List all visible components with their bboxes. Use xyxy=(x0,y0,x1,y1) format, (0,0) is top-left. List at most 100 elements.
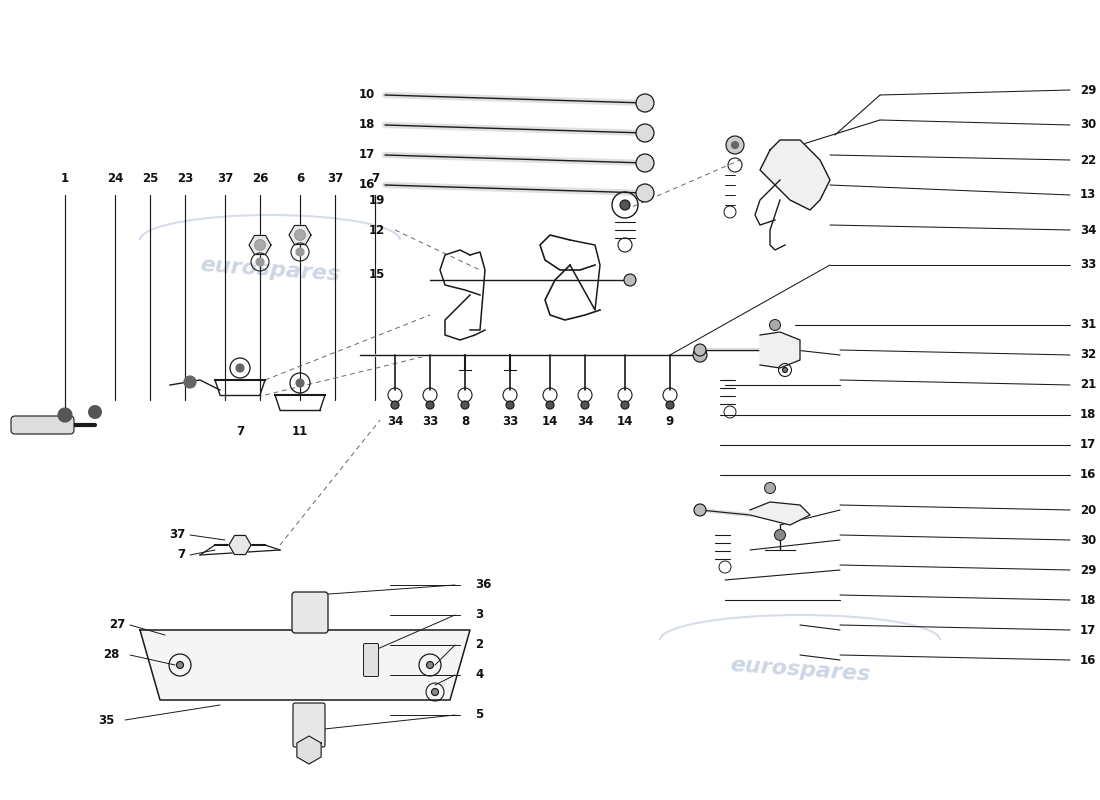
Circle shape xyxy=(296,379,304,387)
Circle shape xyxy=(636,184,654,202)
Circle shape xyxy=(506,401,514,409)
Text: 29: 29 xyxy=(1080,563,1097,577)
Circle shape xyxy=(295,230,306,241)
Circle shape xyxy=(693,348,707,362)
Text: 31: 31 xyxy=(1080,318,1097,331)
Text: eurospares: eurospares xyxy=(729,655,871,685)
Circle shape xyxy=(427,662,433,669)
Text: 2: 2 xyxy=(475,638,483,651)
Polygon shape xyxy=(750,502,810,525)
Circle shape xyxy=(666,401,674,409)
Text: 18: 18 xyxy=(1080,409,1097,422)
Text: 1: 1 xyxy=(60,172,69,185)
Text: 15: 15 xyxy=(368,269,385,282)
Polygon shape xyxy=(249,235,271,254)
Text: 28: 28 xyxy=(103,649,120,662)
Circle shape xyxy=(296,248,304,256)
Text: 10: 10 xyxy=(359,89,375,102)
Text: 14: 14 xyxy=(542,415,558,428)
Text: 18: 18 xyxy=(359,118,375,131)
Circle shape xyxy=(636,94,654,112)
Text: 6: 6 xyxy=(296,172,304,185)
FancyBboxPatch shape xyxy=(293,703,324,747)
Circle shape xyxy=(782,367,788,373)
Text: 13: 13 xyxy=(1080,189,1097,202)
Circle shape xyxy=(694,344,706,356)
Circle shape xyxy=(431,689,439,695)
Circle shape xyxy=(726,136,744,154)
Circle shape xyxy=(390,401,399,409)
Circle shape xyxy=(426,401,434,409)
Text: 5: 5 xyxy=(475,709,483,722)
Text: 16: 16 xyxy=(1080,654,1097,666)
Text: 37: 37 xyxy=(168,529,185,542)
Text: 17: 17 xyxy=(1080,438,1097,451)
Text: 16: 16 xyxy=(359,178,375,191)
Circle shape xyxy=(636,124,654,142)
Text: 36: 36 xyxy=(475,578,492,591)
Text: 7: 7 xyxy=(177,549,185,562)
Text: 19: 19 xyxy=(368,194,385,206)
Text: 4: 4 xyxy=(475,669,483,682)
Text: 7: 7 xyxy=(235,425,244,438)
Text: 7: 7 xyxy=(371,172,380,185)
Text: 26: 26 xyxy=(252,172,268,185)
Text: 34: 34 xyxy=(576,415,593,428)
Circle shape xyxy=(176,662,184,669)
Polygon shape xyxy=(289,226,311,245)
Circle shape xyxy=(694,504,706,516)
Circle shape xyxy=(236,364,244,372)
Circle shape xyxy=(461,401,469,409)
Circle shape xyxy=(546,401,554,409)
Circle shape xyxy=(621,401,629,409)
Circle shape xyxy=(88,405,102,419)
Polygon shape xyxy=(297,736,321,764)
Text: 33: 33 xyxy=(422,415,438,428)
Circle shape xyxy=(581,401,589,409)
Text: 3: 3 xyxy=(475,609,483,622)
Text: 35: 35 xyxy=(99,714,116,726)
Circle shape xyxy=(774,530,785,541)
Text: 8: 8 xyxy=(461,415,469,428)
Text: 27: 27 xyxy=(109,618,125,631)
Text: 12: 12 xyxy=(368,223,385,237)
Text: 22: 22 xyxy=(1080,154,1097,166)
Text: 11: 11 xyxy=(292,425,308,438)
Text: 34: 34 xyxy=(387,415,404,428)
FancyBboxPatch shape xyxy=(363,643,378,677)
Text: 17: 17 xyxy=(359,149,375,162)
Text: 20: 20 xyxy=(1080,503,1097,517)
Text: 17: 17 xyxy=(1080,623,1097,637)
Text: 34: 34 xyxy=(1080,223,1097,237)
Text: 30: 30 xyxy=(1080,534,1097,546)
Circle shape xyxy=(58,408,72,422)
Text: 18: 18 xyxy=(1080,594,1097,606)
Text: 37: 37 xyxy=(217,172,233,185)
Circle shape xyxy=(235,541,244,550)
FancyBboxPatch shape xyxy=(11,416,74,434)
Text: 23: 23 xyxy=(177,172,194,185)
Text: 32: 32 xyxy=(1080,349,1097,362)
Circle shape xyxy=(624,274,636,286)
Text: 29: 29 xyxy=(1080,83,1097,97)
Circle shape xyxy=(764,482,776,494)
Polygon shape xyxy=(760,140,830,210)
Circle shape xyxy=(770,319,781,330)
Circle shape xyxy=(732,142,738,149)
Circle shape xyxy=(254,239,265,250)
Circle shape xyxy=(620,200,630,210)
Text: 33: 33 xyxy=(1080,258,1097,271)
Circle shape xyxy=(636,154,654,172)
Text: 37: 37 xyxy=(327,172,343,185)
Circle shape xyxy=(184,376,196,388)
Text: 24: 24 xyxy=(107,172,123,185)
Text: 21: 21 xyxy=(1080,378,1097,391)
Text: 25: 25 xyxy=(142,172,158,185)
Text: 16: 16 xyxy=(1080,469,1097,482)
Polygon shape xyxy=(229,535,251,554)
Circle shape xyxy=(256,258,264,266)
FancyBboxPatch shape xyxy=(292,592,328,633)
Text: 14: 14 xyxy=(617,415,634,428)
Polygon shape xyxy=(760,332,800,368)
Text: eurospares: eurospares xyxy=(199,255,341,285)
